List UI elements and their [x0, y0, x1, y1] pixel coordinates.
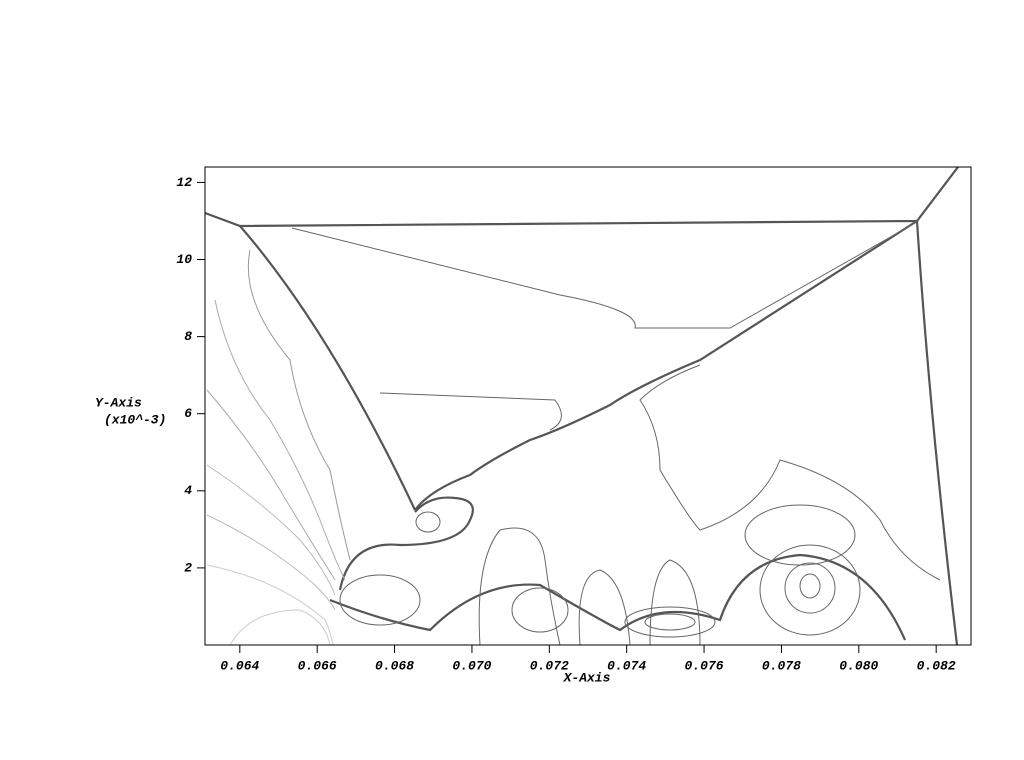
contour-line [639, 364, 941, 581]
contour-line [339, 574, 421, 626]
shock-line [205, 167, 959, 228]
contour-line [415, 511, 441, 533]
y-tick-label: 10 [176, 252, 192, 267]
x-tick-label: 0.064 [220, 658, 259, 673]
y-tick-label: 12 [176, 175, 192, 190]
contour-line [229, 609, 331, 645]
x-tick-label: 0.076 [685, 658, 724, 673]
contour-line [206, 514, 336, 611]
y-tick-label: 2 [184, 560, 192, 575]
y-tick-label: 4 [184, 483, 192, 498]
x-tick-label: 0.068 [375, 658, 414, 673]
shock-line [414, 220, 918, 511]
contour-line [206, 464, 336, 596]
shock-line [915, 220, 959, 645]
x-tick-label: 0.080 [839, 658, 878, 673]
shock-line [329, 553, 907, 641]
y-axis-label: Y-Axis [95, 395, 142, 410]
x-tick-label: 0.074 [607, 658, 646, 673]
contour-line [649, 559, 701, 645]
contour-line [206, 564, 334, 645]
contour-line [644, 613, 696, 631]
contour-line [214, 299, 346, 581]
x-axis-label: X-Axis [563, 670, 611, 685]
contour-field [205, 167, 959, 645]
contour-line [291, 221, 918, 329]
contour-line [759, 544, 861, 636]
contour-line [784, 562, 836, 614]
shock-line [338, 496, 474, 591]
contour-line [478, 527, 561, 645]
x-tick-label: 0.078 [762, 658, 801, 673]
x-tick-label: 0.066 [298, 658, 337, 673]
x-tick-label: 0.072 [530, 658, 569, 673]
contour-line [578, 569, 631, 645]
y-tick-label: 8 [184, 329, 192, 344]
contour-line [624, 606, 716, 638]
y-axis-scale-label: (x10^-3) [104, 412, 166, 427]
contour-line [511, 587, 569, 633]
contour-line [744, 504, 856, 566]
contour-line [379, 392, 562, 431]
x-tick-label: 0.070 [452, 658, 491, 673]
shock-line [239, 225, 416, 511]
contour-line [799, 573, 821, 599]
x-tick-label: 0.082 [917, 658, 956, 673]
contour-line [247, 249, 351, 561]
contour-line [206, 389, 336, 581]
y-tick-label: 6 [184, 406, 192, 421]
plot-frame [204, 166, 972, 646]
